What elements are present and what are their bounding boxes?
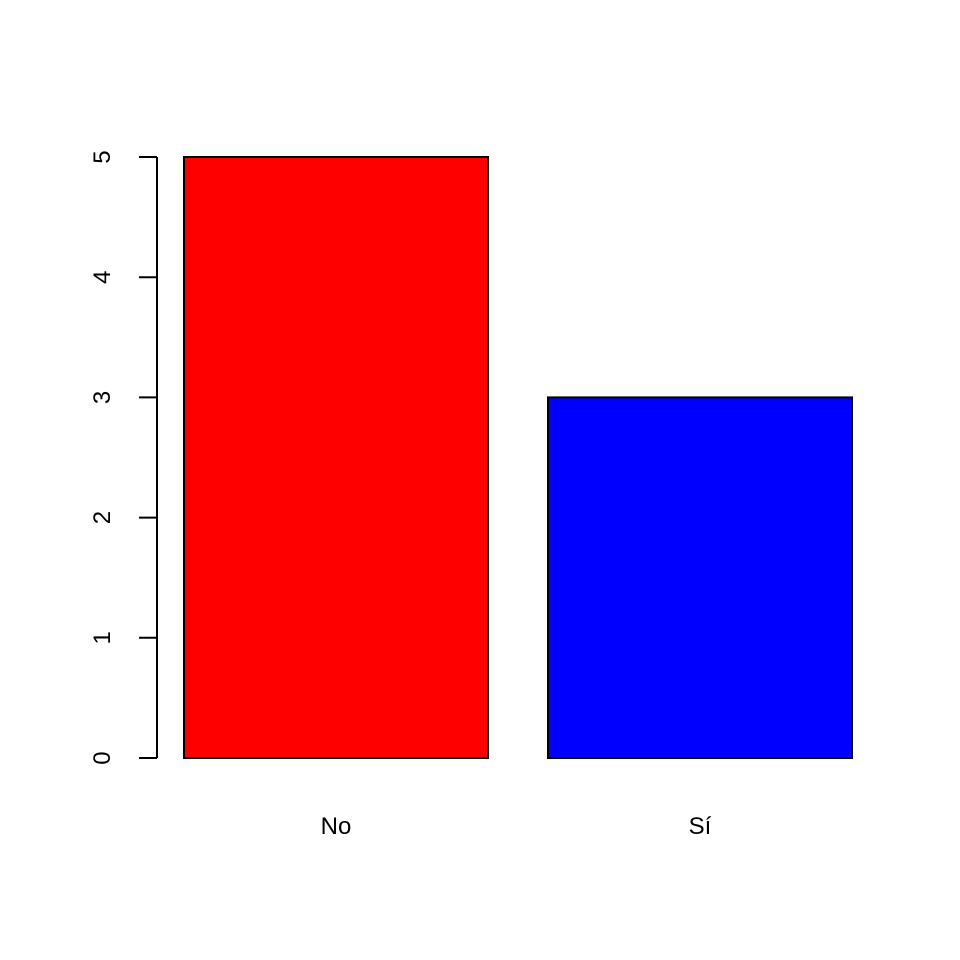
x-category-label: Sí — [689, 813, 712, 840]
bars — [183, 156, 853, 759]
x-category-label: No — [321, 813, 352, 840]
y-tick-label: 0 — [89, 751, 116, 764]
bar-no — [183, 156, 489, 759]
y-tick-label: 2 — [89, 511, 116, 524]
x-axis-labels: No Sí — [321, 813, 712, 840]
y-axis: 0 1 2 3 4 5 — [89, 150, 158, 765]
y-tick-label: 5 — [89, 150, 116, 163]
y-tick-label: 3 — [89, 391, 116, 404]
y-tick-label: 4 — [89, 271, 116, 284]
bar-si — [547, 396, 853, 759]
y-tick-label: 1 — [89, 631, 116, 644]
